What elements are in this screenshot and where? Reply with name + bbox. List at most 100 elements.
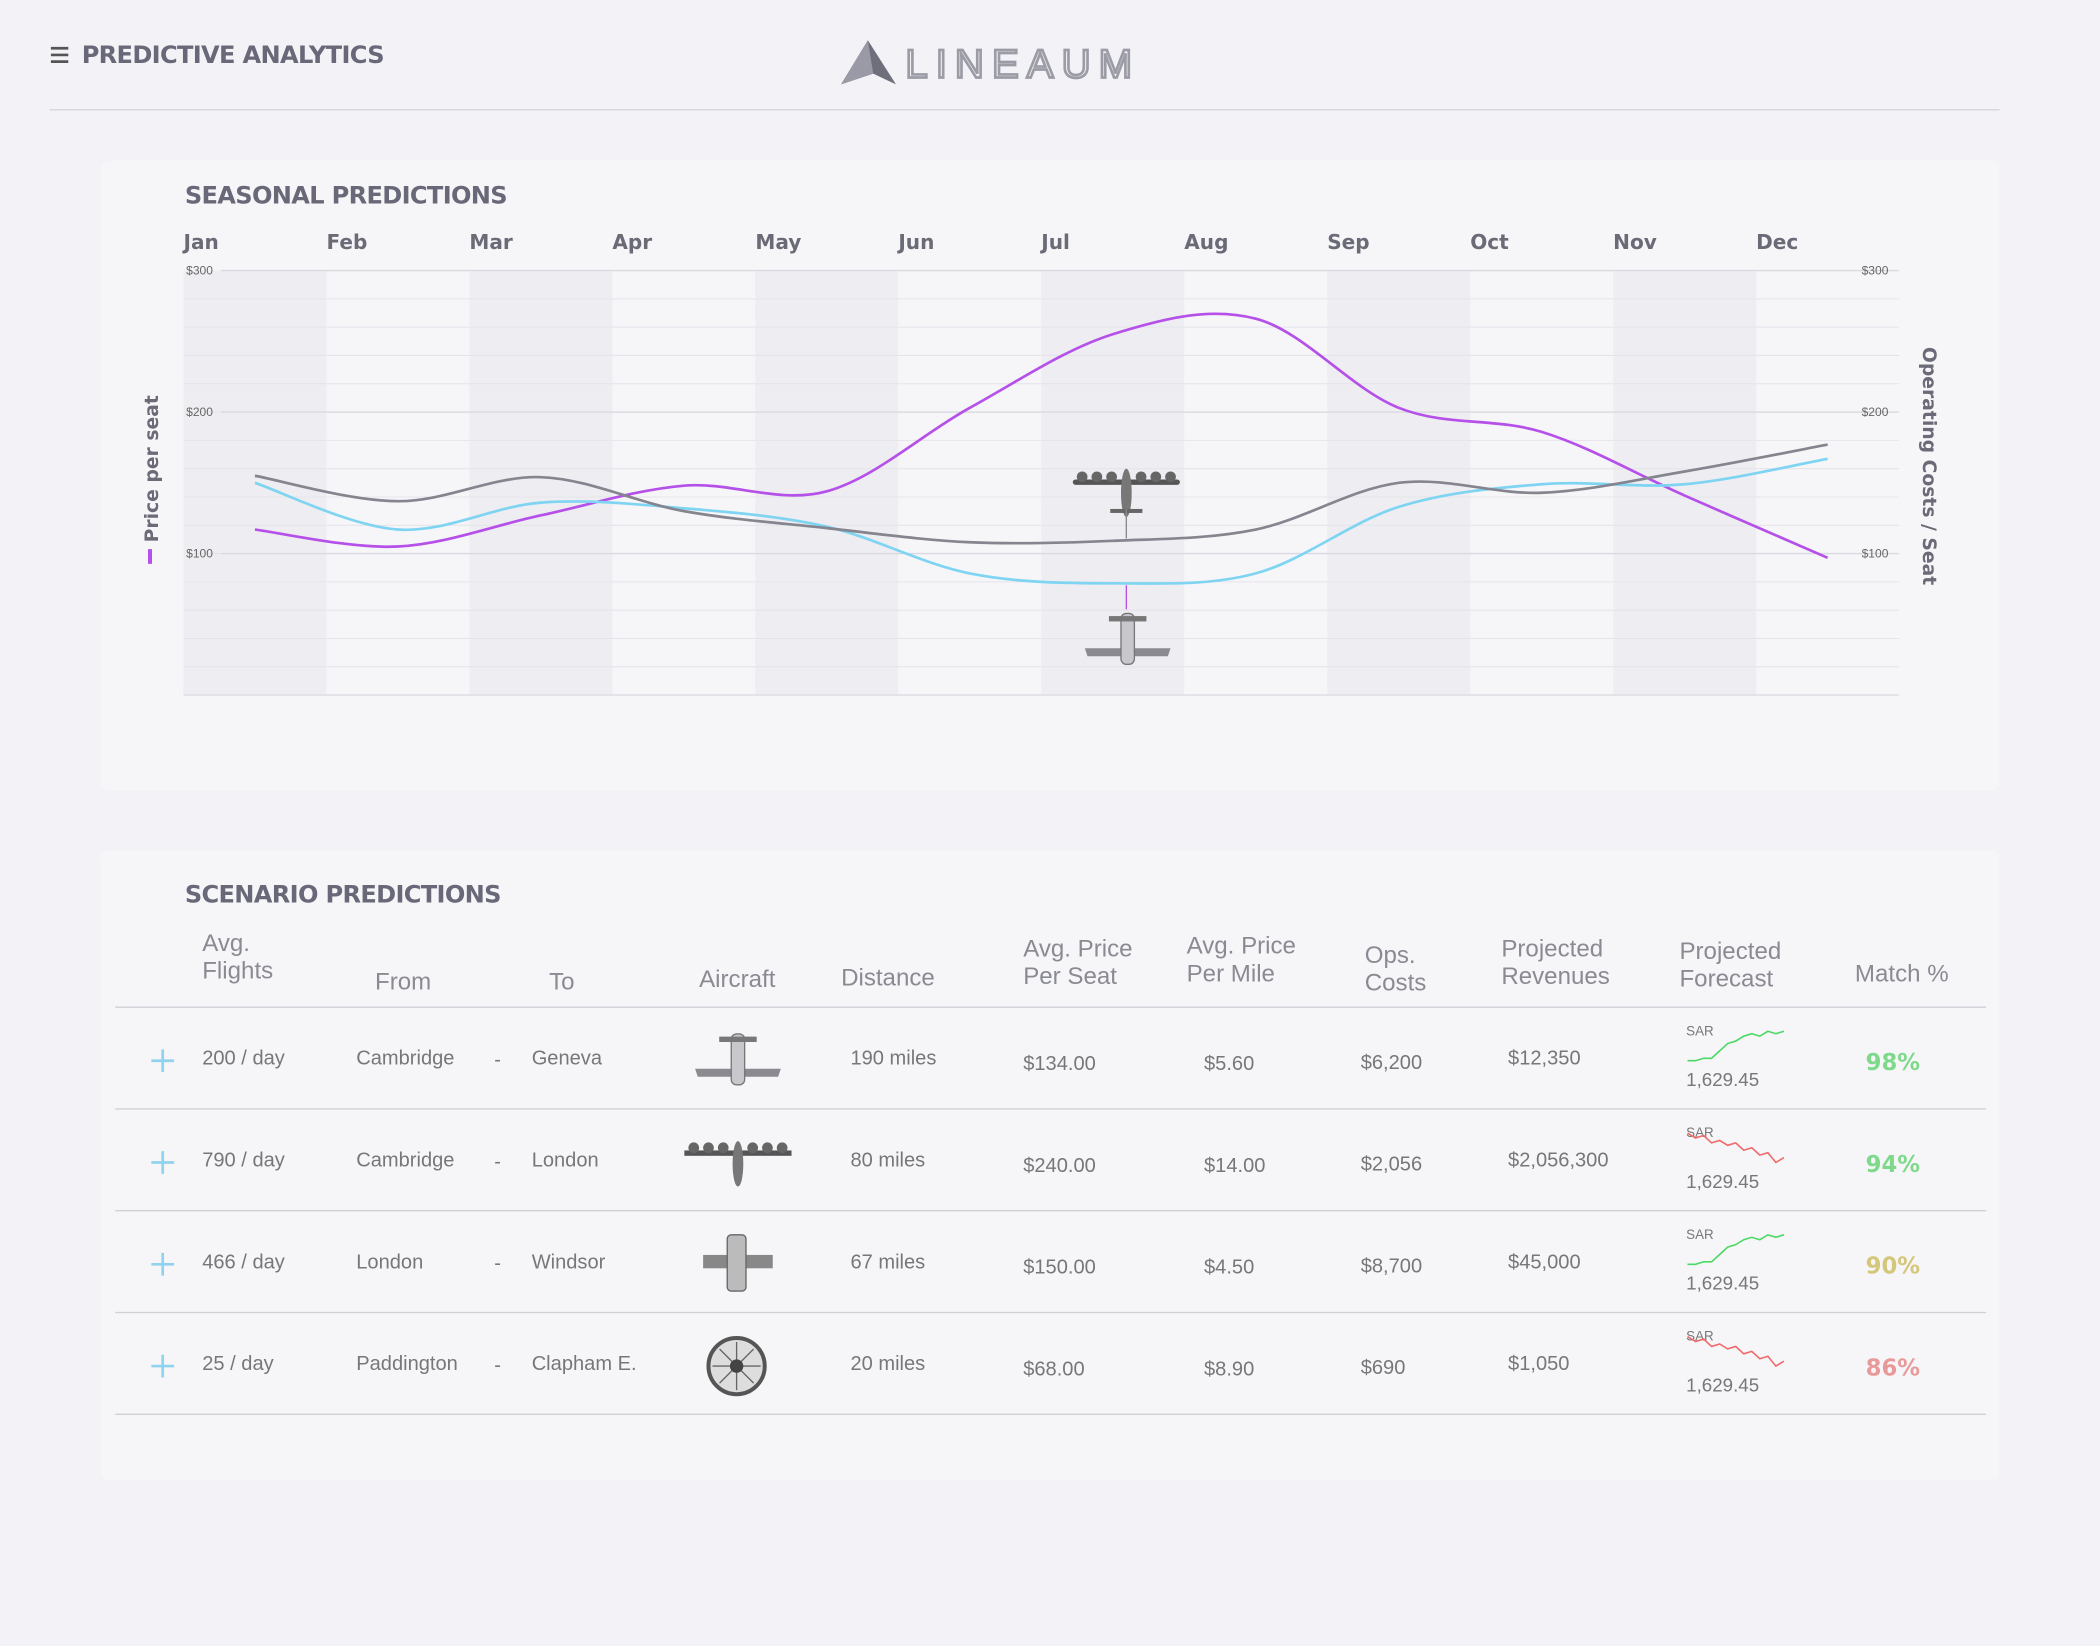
cell-to: Clapham E. — [532, 1353, 637, 1375]
x-tick-label: Nov — [1613, 230, 1657, 254]
cell-ops: $690 — [1361, 1357, 1406, 1379]
x-tick-label: Feb — [326, 230, 367, 254]
x-tick-label: Oct — [1470, 230, 1509, 254]
aircraft-icon — [706, 1335, 767, 1397]
rotor — [717, 1142, 729, 1154]
cell-price-mile: $5.60 — [1204, 1053, 1254, 1075]
cell-flights: 790 / day — [202, 1150, 285, 1172]
y-tick-label: $300 — [186, 264, 213, 278]
expand-button[interactable] — [151, 1354, 175, 1378]
match-percent: 90% — [1866, 1254, 1921, 1280]
cell-price-seat: $68.00 — [1023, 1358, 1084, 1380]
forecast-currency: SAR — [1686, 1329, 1714, 1344]
aircraft-icon — [695, 1033, 781, 1086]
cell-price-seat: $240.00 — [1023, 1155, 1096, 1177]
sparkline — [1687, 1030, 1785, 1062]
forecast-value: 1,629.45 — [1686, 1375, 1759, 1396]
rotor — [762, 1142, 773, 1154]
logo-mark-shade — [841, 40, 874, 85]
x-tick-label: Sep — [1327, 230, 1369, 254]
forecast-currency: SAR — [1686, 1125, 1714, 1140]
month-band — [755, 270, 899, 696]
cell-distance: 67 miles — [850, 1251, 925, 1273]
x-tick-label: Jul — [1039, 230, 1070, 254]
cell-ops: $8,700 — [1361, 1255, 1422, 1277]
page-title: PREDICTIVE ANALYTICS — [82, 41, 384, 69]
x-tick-label: Apr — [612, 230, 652, 254]
column-header: To — [549, 969, 574, 996]
x-tick-label: Aug — [1184, 230, 1228, 254]
rotor — [1091, 471, 1103, 483]
cell-flights: 200 / day — [202, 1048, 285, 1070]
month-band — [1613, 270, 1757, 696]
rotor — [776, 1142, 788, 1154]
series-line — [254, 443, 1828, 545]
x-tick-label: May — [755, 230, 801, 254]
cell-flights: 466 / day — [202, 1251, 285, 1273]
rotor — [688, 1142, 700, 1154]
cell-price-seat: $150.00 — [1023, 1257, 1096, 1279]
cell-to: Geneva — [532, 1048, 603, 1070]
column-header: Avg. Flights — [202, 930, 273, 985]
cell-price-mile: $4.50 — [1204, 1257, 1254, 1279]
cell-from: Paddington — [356, 1353, 458, 1375]
x-tick-label: Jan — [181, 230, 218, 254]
route-separator: - — [494, 1049, 501, 1071]
cell-from: London — [356, 1251, 423, 1273]
cell-from: Cambridge — [356, 1150, 454, 1172]
y-tick-label: $200 — [186, 405, 213, 419]
route-separator: - — [494, 1354, 501, 1376]
x-tick-label: Dec — [1756, 230, 1798, 254]
cell-price-mile: $8.90 — [1204, 1358, 1254, 1380]
column-header: Projected Forecast — [1679, 938, 1781, 993]
y2-tick-label: $300 — [1862, 264, 1889, 278]
forecast-currency: SAR — [1686, 1023, 1714, 1038]
rotor — [703, 1142, 714, 1154]
column-header: Projected Revenues — [1501, 935, 1610, 990]
fuselage — [1120, 468, 1132, 517]
chart-title: SEASONAL PREDICTIONS — [185, 182, 507, 210]
cell-distance: 80 miles — [850, 1150, 925, 1172]
chart: Jan Feb Mar Apr May Jun Jul Aug Sep Oct Nov Dec $100… — [142, 230, 1939, 696]
aircraft-icon — [1084, 612, 1171, 665]
cell-to: Windsor — [532, 1251, 606, 1273]
series-line — [254, 457, 1828, 585]
sparkline — [1687, 1233, 1785, 1266]
series-line — [254, 312, 1829, 560]
fuselage — [732, 1141, 744, 1187]
menu-icon[interactable] — [50, 46, 69, 63]
forecast-value: 1,629.45 — [1686, 1069, 1759, 1090]
cell-distance: 20 miles — [850, 1353, 925, 1375]
x-tick-label: Jun — [896, 230, 934, 254]
expand-button[interactable] — [151, 1049, 175, 1073]
tail — [1108, 616, 1147, 622]
cell-revenue: $1,050 — [1508, 1353, 1569, 1375]
expand-button[interactable] — [151, 1151, 175, 1174]
fuselage — [726, 1234, 747, 1292]
forecast-currency: SAR — [1686, 1227, 1714, 1242]
cell-from: Cambridge — [356, 1048, 454, 1070]
rotor — [747, 1142, 759, 1154]
cell-revenue: $2,056,300 — [1508, 1150, 1609, 1172]
rotor — [1076, 471, 1088, 483]
rotor — [1150, 471, 1162, 483]
logo: LINEAUM — [905, 42, 1140, 87]
match-percent: 86% — [1866, 1355, 1921, 1381]
forecast-value: 1,629.45 — [1686, 1273, 1759, 1294]
column-header: Avg. Price Per Seat — [1023, 935, 1132, 990]
cell-ops: $2,056 — [1361, 1154, 1422, 1176]
tail — [719, 1036, 757, 1042]
table: Avg. Flights From To Aircraft Distance Avg. Pr… — [115, 930, 1987, 1415]
column-header: Distance — [841, 965, 935, 992]
y2-tick-label: $100 — [1862, 547, 1889, 561]
x-tick-label: Mar — [469, 230, 513, 254]
cell-distance: 190 miles — [850, 1048, 936, 1070]
forecast-value: 1,629.45 — [1686, 1171, 1759, 1192]
route-separator: - — [494, 1151, 501, 1173]
y-axis-label: Price per seat — [142, 395, 163, 542]
column-header: From — [375, 969, 431, 996]
cell-price-seat: $134.00 — [1023, 1053, 1096, 1075]
column-header: Aircraft — [699, 966, 776, 993]
expand-button[interactable] — [151, 1252, 175, 1276]
